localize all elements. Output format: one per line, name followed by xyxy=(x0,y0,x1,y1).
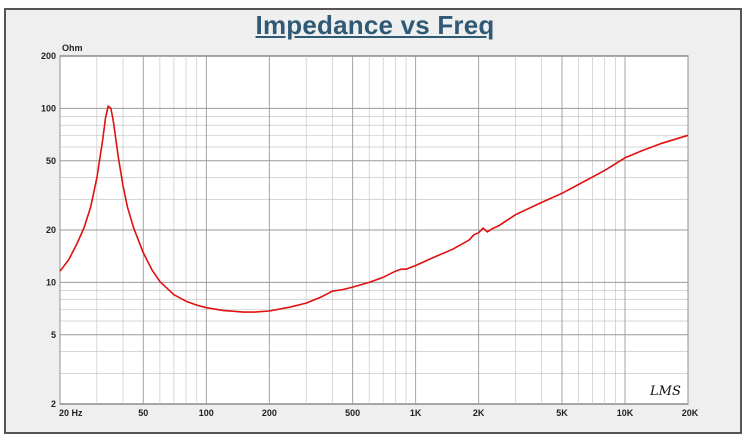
x-tick-label: 1K xyxy=(410,408,422,418)
x-tick-label: 100 xyxy=(199,408,214,418)
y-tick-label: 10 xyxy=(46,277,56,287)
x-tick-label: 5K xyxy=(556,408,568,418)
y-tick-label: 50 xyxy=(46,156,56,166)
series-layer xyxy=(59,105,689,313)
y-tick-label: 200 xyxy=(41,51,56,61)
y-axis-label: Ohm xyxy=(62,43,83,53)
chart-title: Impedance vs Freq xyxy=(255,10,495,40)
x-axis-ticks: 20 Hz 50 100 200 500 1K 2K 5K 10K 20K xyxy=(59,408,699,418)
y-tick-label: 5 xyxy=(51,330,56,340)
minor-grid xyxy=(60,56,688,404)
x-tick-label: 200 xyxy=(262,408,277,418)
x-tick-label: 500 xyxy=(345,408,360,418)
x-tick-label: 2K xyxy=(473,408,485,418)
x-tick-label: 20 Hz xyxy=(59,408,83,418)
y-tick-label: 20 xyxy=(46,225,56,235)
x-tick-label: 50 xyxy=(138,408,148,418)
impedance-curve xyxy=(59,105,689,313)
x-tick-label: 10K xyxy=(617,408,634,418)
major-grid xyxy=(59,56,689,404)
x-tick-label: 20K xyxy=(682,408,699,418)
lms-signature: LMS xyxy=(649,384,681,399)
y-axis-ticks: 200 100 50 20 10 5 2 xyxy=(41,51,56,409)
y-tick-label: 2 xyxy=(51,399,56,409)
y-tick-label: 100 xyxy=(41,103,56,113)
